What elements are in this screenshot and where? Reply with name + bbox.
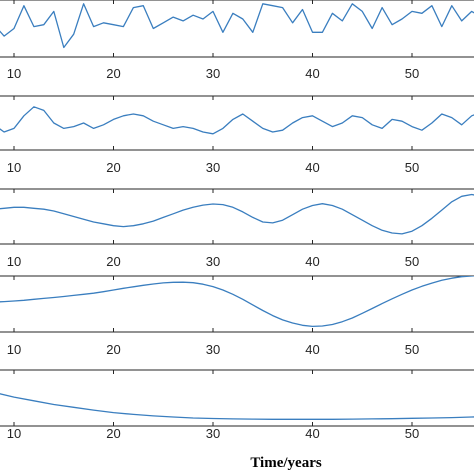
- x-tick-label: 30: [206, 426, 220, 441]
- x-tick-label: 50: [405, 426, 419, 441]
- x-tick-label: 20: [106, 254, 120, 269]
- panel-5-axes-box: [0, 369, 474, 427]
- x-tick-label: 10: [7, 254, 21, 269]
- panel-4: 10 20 30 40 50: [0, 275, 474, 357]
- x-tick-label: 50: [405, 160, 419, 175]
- x-tick-label: 30: [206, 66, 220, 81]
- x-tick-label: 30: [206, 160, 220, 175]
- panel-1-axes-box: [0, 0, 474, 58]
- x-tick-label: 40: [305, 254, 319, 269]
- x-tick-label: 50: [405, 342, 419, 357]
- panel-4-series-line: [0, 276, 474, 328]
- x-tick-label: 50: [405, 254, 419, 269]
- panel-2-axes-box: [0, 95, 474, 151]
- x-tick-label: 40: [305, 66, 319, 81]
- x-tick-label: 20: [106, 160, 120, 175]
- panel-5: 10 20 30 40 50: [0, 369, 474, 441]
- panel-1-series-line: [0, 3, 474, 49]
- x-tick-label: 40: [305, 160, 319, 175]
- x-tick-label: 10: [7, 342, 21, 357]
- panel-3-series-line: [0, 193, 474, 235]
- panel-3-axes-box: [0, 188, 474, 245]
- panel-2-series-line: [0, 106, 474, 135]
- panel-2: 10 20 30 40 50: [0, 95, 474, 175]
- x-tick-label: 20: [106, 66, 120, 81]
- panel-1: 10 20 30 40 50: [0, 0, 474, 81]
- x-tick-label: 10: [7, 160, 21, 175]
- panel-5-series-line: [0, 393, 474, 420]
- x-tick-label: 40: [305, 342, 319, 357]
- x-tick-label: 30: [206, 342, 220, 357]
- x-tick-label: 10: [7, 426, 21, 441]
- panel-4-axes-box: [0, 275, 474, 333]
- x-tick-label: 30: [206, 254, 220, 269]
- x-tick-label: 20: [106, 342, 120, 357]
- x-tick-label: 40: [305, 426, 319, 441]
- panels-group: 10 20 30 40 50 10 20 30 40 50 10 20 30 40 50 10 20 30 40 50…: [0, 0, 474, 441]
- x-tick-label: 20: [106, 426, 120, 441]
- x-axis-label: Time/years: [250, 455, 322, 471]
- x-tick-label: 10: [7, 66, 21, 81]
- panel-3: 10 20 30 40 50: [0, 188, 474, 269]
- x-tick-label: 50: [405, 66, 419, 81]
